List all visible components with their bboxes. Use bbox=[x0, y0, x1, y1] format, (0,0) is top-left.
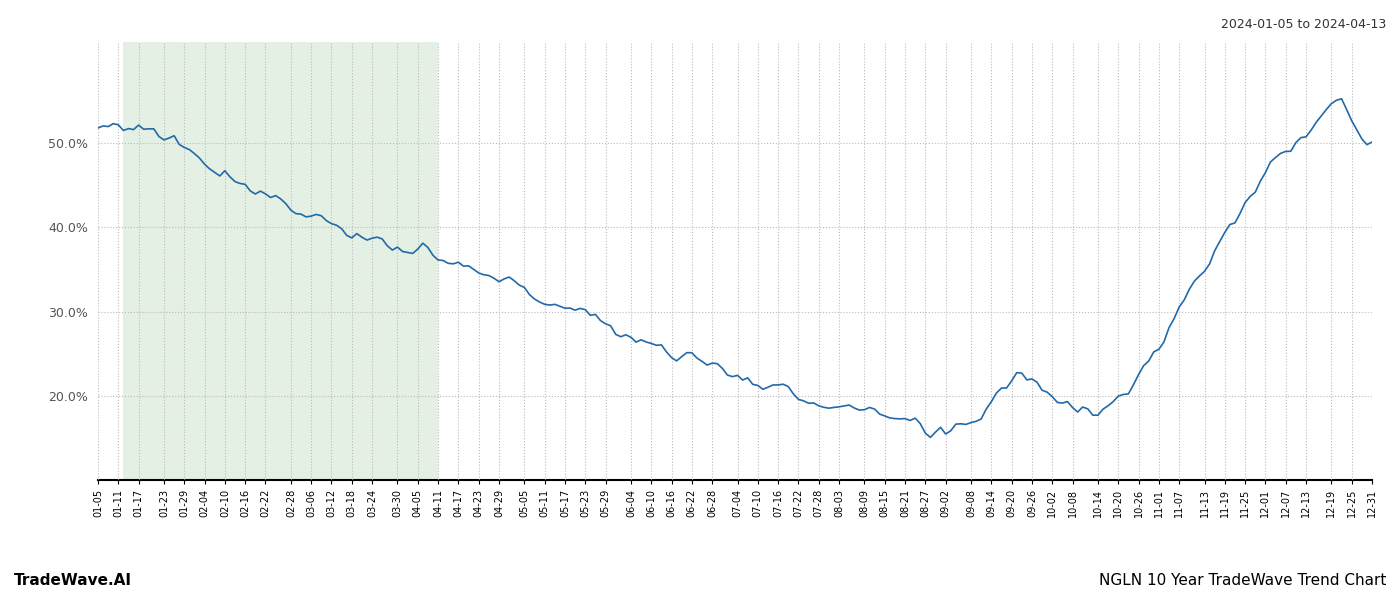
Bar bbox=[123, 42, 438, 480]
Text: 2024-01-05 to 2024-04-13: 2024-01-05 to 2024-04-13 bbox=[1221, 18, 1386, 31]
Text: NGLN 10 Year TradeWave Trend Chart: NGLN 10 Year TradeWave Trend Chart bbox=[1099, 573, 1386, 588]
Text: TradeWave.AI: TradeWave.AI bbox=[14, 573, 132, 588]
